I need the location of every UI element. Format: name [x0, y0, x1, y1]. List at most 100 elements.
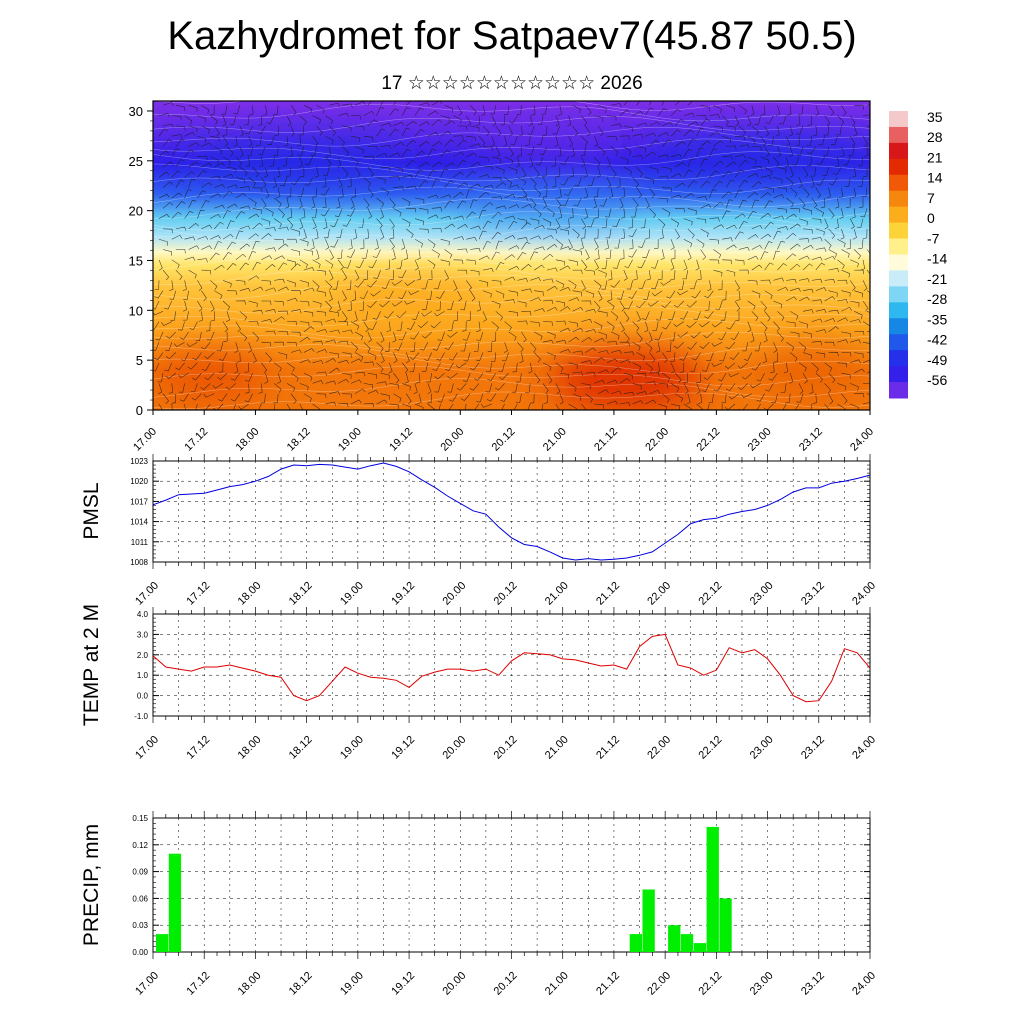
wind-barb: [551, 156, 557, 167]
wind-barb: [849, 115, 856, 127]
colorbar-segment: [889, 302, 908, 319]
wind-barb: [235, 177, 245, 184]
wind-barb: [440, 194, 452, 199]
wind-barb: [568, 239, 573, 250]
wind-barb: [604, 208, 612, 218]
wind-barb: [457, 290, 463, 302]
wind-barb: [546, 372, 553, 384]
wind-barb: [504, 254, 515, 261]
wind-barb: [719, 352, 727, 362]
wind-barb: [849, 136, 856, 147]
wind-barb: [235, 300, 246, 305]
wind-barb: [610, 331, 620, 340]
wind-barb: [418, 141, 430, 147]
wind-barb: [508, 115, 518, 124]
wind-barb: [214, 184, 225, 189]
contour-line: [153, 378, 870, 398]
wind-barb: [610, 123, 622, 128]
wind-barb: [786, 278, 797, 284]
wind-barb: [686, 300, 697, 308]
wind-barb: [674, 182, 686, 188]
wind-barb: [860, 208, 868, 218]
wind-barb: [164, 342, 173, 352]
wind-barb: [815, 228, 825, 236]
wind-barb: [164, 300, 173, 310]
wind-barb: [737, 383, 748, 390]
wind-barb: [810, 403, 813, 410]
wind-barb: [839, 208, 844, 219]
wind-barb: [721, 290, 727, 301]
wind-barb: [513, 403, 518, 410]
wind-barb: [596, 167, 601, 178]
wind-barb: [795, 125, 804, 135]
wind-barb: [521, 288, 532, 293]
wind-barb: [670, 129, 681, 137]
wind-barb: [222, 280, 232, 288]
wind-barb: [670, 173, 682, 178]
wind-barb: [584, 187, 589, 199]
wind-barb: [312, 300, 322, 308]
wind-barb: [521, 311, 532, 316]
wind-barb: [462, 372, 471, 382]
wind-barb: [325, 115, 334, 125]
wind-barb: [347, 177, 352, 188]
wind-barb: [325, 318, 337, 323]
wind-barb: [303, 249, 313, 256]
contour-line: [153, 234, 870, 254]
wind-barb: [840, 228, 845, 240]
x-tick-label: 23.12: [797, 426, 825, 454]
wind-barb: [367, 389, 379, 394]
wind-barb: [585, 249, 590, 261]
wind-barb: [175, 269, 183, 280]
wind-barb: [734, 311, 740, 322]
wind-barb: [568, 259, 578, 266]
x-tick-label: 22.00: [645, 970, 673, 998]
wind-barb: [303, 393, 312, 403]
wind-barb: [623, 269, 628, 281]
wind-barb: [841, 393, 848, 404]
wind-barb: [594, 357, 605, 364]
wind-barb: [679, 352, 689, 361]
wind-barb: [367, 146, 378, 151]
y-tick-label: 0.0: [137, 692, 149, 701]
wind-barb: [430, 321, 441, 329]
wind-barb: [866, 249, 870, 254]
wind-barb: [265, 247, 276, 252]
wind-barb: [700, 158, 709, 168]
wind-barb: [347, 249, 356, 258]
wind-barb: [555, 280, 565, 289]
wind-barb: [704, 300, 710, 311]
wind-barb: [598, 311, 608, 317]
wind-barb: [508, 311, 518, 317]
wind-barb: [329, 367, 340, 374]
wind-barb: [709, 259, 720, 265]
wind-barb: [543, 393, 548, 404]
wind-barb: [687, 158, 696, 168]
wind-barb: [265, 330, 276, 335]
wind-barb: [734, 213, 746, 219]
wind-barb: [290, 263, 301, 271]
wind-barb: [674, 141, 686, 147]
wind-barb: [478, 230, 487, 240]
wind-barb: [303, 326, 315, 333]
x-tick-label: 22.00: [645, 580, 673, 608]
wind-barb: [725, 383, 736, 392]
wind-barb: [517, 320, 528, 325]
wind-barb: [265, 352, 272, 363]
wind-barb: [751, 362, 761, 371]
wind-barb: [478, 280, 489, 287]
colorbar-label: 28: [927, 129, 943, 145]
wind-barb: [786, 177, 794, 187]
contour-line: [153, 294, 870, 314]
wind-barb: [828, 208, 835, 219]
wind-barb: [495, 125, 502, 137]
wind-barb: [765, 115, 774, 124]
wind-barb: [790, 352, 798, 362]
wind-barb: [533, 166, 540, 178]
wind-barb: [453, 135, 464, 140]
wind-barb: [312, 340, 323, 345]
wind-barb: [512, 362, 518, 373]
wind-barb: [351, 187, 356, 198]
wind-barb: [222, 173, 234, 178]
wind-barb: [734, 300, 741, 312]
